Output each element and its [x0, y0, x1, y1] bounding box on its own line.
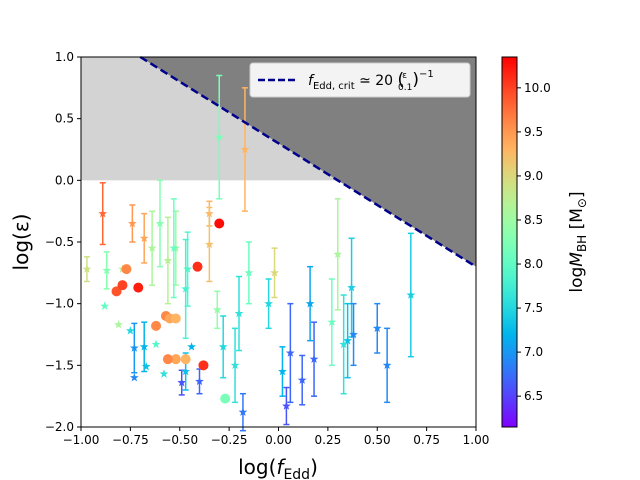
circle-point [151, 320, 162, 331]
star-point [270, 268, 279, 277]
legend-label: fEdd, crit ≃ 20 (ε 0.1)−1 [308, 69, 434, 93]
circle-point [180, 354, 191, 365]
colorbar-tick-label: 7.5 [524, 301, 543, 315]
star-point [297, 375, 307, 384]
legend: fEdd, crit ≃ 20 (ε 0.1)−1 [249, 62, 471, 98]
star-point [181, 366, 191, 376]
circle-point [214, 218, 225, 229]
star-point [343, 336, 352, 345]
x-tick-label: 0.25 [315, 433, 342, 447]
x-tick-label: −0.50 [161, 433, 198, 447]
star-point [205, 239, 214, 249]
star-point [147, 243, 157, 252]
x-tick-label: 0.00 [265, 433, 292, 447]
x-tick-label: −0.25 [211, 433, 248, 447]
circle-point [198, 360, 209, 371]
star-point [183, 264, 193, 273]
star-point [159, 369, 169, 378]
star-point [264, 299, 273, 308]
star-point [240, 144, 250, 154]
circle-point [162, 354, 173, 365]
star-point [214, 132, 224, 141]
star-point [282, 401, 291, 410]
star-point [382, 360, 392, 370]
star-point [347, 283, 356, 292]
star-point [129, 373, 139, 382]
star-point [212, 305, 222, 314]
colorbar-tick-label: 10.0 [524, 81, 551, 95]
plot-area [80, 55, 477, 432]
star-point [169, 243, 179, 252]
circle-point [117, 280, 128, 291]
x-tick-label: 0.75 [413, 433, 440, 447]
colorbar-tick-label: 6.5 [524, 389, 543, 403]
star-point [98, 209, 108, 218]
star-point [155, 218, 165, 228]
x-tick-label: −0.75 [112, 433, 149, 447]
circle-point [111, 286, 122, 297]
star-point [151, 339, 161, 349]
y-tick-label: −1.0 [45, 297, 74, 311]
x-tick-label: 1.00 [463, 433, 490, 447]
star-point [187, 342, 196, 351]
star-point [372, 323, 382, 333]
star-point [102, 265, 112, 275]
y-tick-label: 0.5 [55, 112, 74, 126]
star-point [139, 342, 149, 351]
star-point [82, 264, 92, 273]
star-point [238, 407, 248, 416]
star-point [126, 326, 135, 335]
colorbar-tick-label: 7.0 [524, 345, 543, 359]
circle-point [121, 264, 132, 275]
y-axis-label: log(ε) [9, 214, 33, 271]
circle-point [170, 313, 181, 324]
colorbar-tick-label: 9.0 [524, 169, 543, 183]
colorbar [501, 56, 518, 428]
x-axis-label: log(fEdd) [238, 455, 318, 480]
star-point [100, 301, 110, 310]
star-point [195, 376, 204, 386]
colorbar-tick-label: 8.0 [524, 257, 543, 271]
star-point [230, 360, 240, 370]
circle-point [133, 282, 144, 293]
y-tick-label: −1.5 [45, 358, 74, 372]
star-point [406, 290, 416, 299]
colorbar-tick-label: 8.5 [524, 213, 543, 227]
critical-line [139, 55, 477, 268]
star-point [234, 308, 244, 318]
circle-point [192, 261, 203, 272]
star-point [129, 343, 139, 352]
y-tick-label: 0.0 [55, 173, 74, 187]
star-point [244, 268, 254, 277]
legend-box [249, 62, 471, 98]
star-point [139, 233, 149, 243]
star-point [127, 218, 137, 228]
star-point [181, 284, 191, 293]
circle-point [170, 354, 181, 365]
star-point [327, 317, 337, 326]
x-tick-label: 0.50 [364, 433, 391, 447]
y-tick-label: −0.5 [45, 235, 74, 249]
star-point [114, 320, 123, 329]
y-tick-label: −2.0 [45, 420, 74, 434]
colorbar-label: logMBH [M⊙] [567, 191, 589, 292]
x-tick-label: −1.00 [63, 433, 100, 447]
star-point [305, 299, 315, 308]
star-point [141, 361, 151, 371]
star-point [349, 329, 358, 339]
star-point [278, 366, 287, 376]
star-point [333, 249, 343, 259]
star-point [218, 342, 228, 351]
star-point [339, 339, 349, 349]
star-point [285, 348, 295, 357]
circle-point [220, 393, 231, 404]
star-point [177, 378, 187, 387]
colorbar-tick-label: 9.5 [524, 125, 543, 139]
star-point [309, 354, 319, 363]
star-point [163, 255, 173, 265]
y-tick-label: 1.0 [55, 50, 74, 64]
